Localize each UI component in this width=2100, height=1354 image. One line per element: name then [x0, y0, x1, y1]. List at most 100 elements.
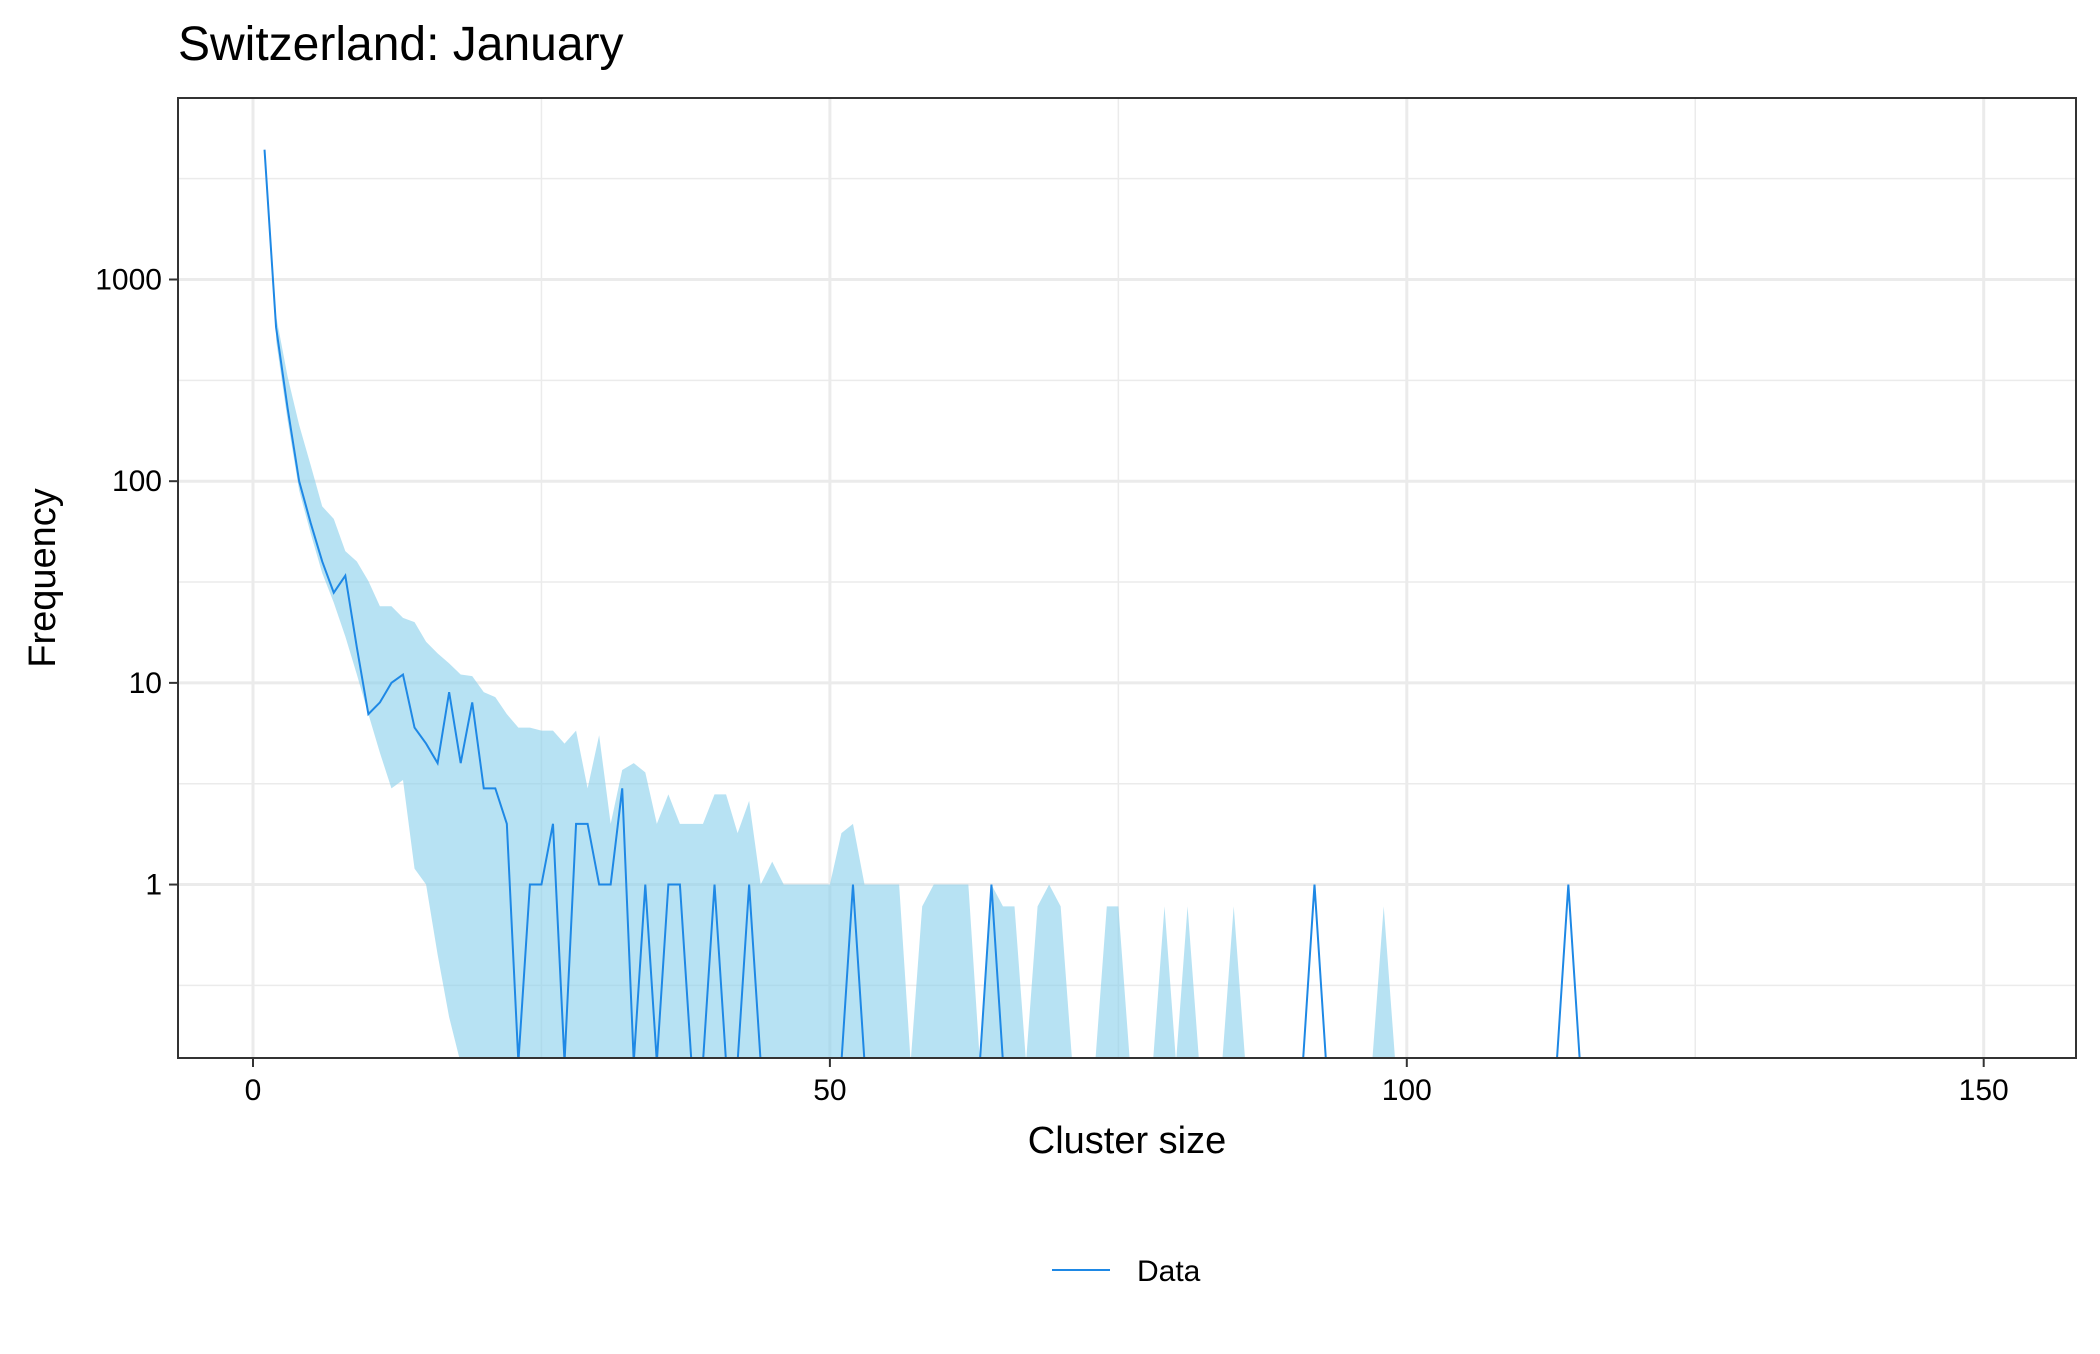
data-point — [817, 1061, 819, 1063]
data-point — [1590, 1061, 1592, 1063]
data-point — [690, 1061, 692, 1063]
data-point — [1187, 1061, 1189, 1063]
data-point — [575, 823, 577, 825]
legend: Data — [1052, 1255, 1201, 1288]
data-point — [517, 1061, 519, 1063]
data-point — [1221, 1061, 1223, 1063]
data-point — [1083, 1061, 1085, 1063]
x-axis-label: Cluster size — [1028, 1120, 1227, 1162]
data-point — [471, 701, 473, 703]
data-point — [402, 674, 404, 676]
data-point — [783, 1061, 785, 1063]
y-tick-label: 1 — [145, 869, 162, 902]
x-tick-label: 100 — [1382, 1074, 1432, 1107]
data-point — [598, 884, 600, 886]
data-point — [1106, 1061, 1108, 1063]
data-point — [1579, 1061, 1581, 1063]
data-point — [1071, 1061, 1073, 1063]
data-point — [1510, 1061, 1512, 1063]
data-point — [1290, 1061, 1292, 1063]
data-point — [1244, 1061, 1246, 1063]
data-point — [460, 762, 462, 764]
data-point — [1233, 1061, 1235, 1063]
data-point — [529, 884, 531, 886]
data-point — [344, 575, 346, 577]
data-point — [748, 884, 750, 886]
data-point — [564, 1061, 566, 1063]
data-point — [979, 1061, 981, 1063]
data-point — [1429, 1061, 1431, 1063]
data-point — [1037, 1061, 1039, 1063]
data-point — [390, 682, 392, 684]
data-point — [702, 1061, 704, 1063]
axis-layer: 0 50 100 150 1 10 100 1000 — [95, 264, 2008, 1107]
y-tick-label: 1000 — [95, 264, 162, 297]
data-point — [1475, 1061, 1477, 1063]
line-layer — [263, 149, 1592, 1063]
data-point — [356, 646, 358, 648]
data-point — [1394, 1061, 1396, 1063]
data-point — [275, 326, 277, 328]
data-point — [1256, 1061, 1258, 1063]
data-point — [1371, 1061, 1373, 1063]
data-point — [540, 884, 542, 886]
data-point — [644, 884, 646, 886]
data-point — [921, 1061, 923, 1063]
data-point — [1094, 1061, 1096, 1063]
data-point — [1383, 1061, 1385, 1063]
data-point — [840, 1061, 842, 1063]
data-point — [1556, 1061, 1558, 1063]
data-point — [1348, 1061, 1350, 1063]
data-point — [1060, 1061, 1062, 1063]
data-point — [1544, 1061, 1546, 1063]
data-point — [1152, 1061, 1154, 1063]
data-point — [944, 1061, 946, 1063]
data-point — [437, 762, 439, 764]
data-point — [990, 884, 992, 886]
data-point — [287, 407, 289, 409]
data-point — [552, 823, 554, 825]
data-point — [1198, 1061, 1200, 1063]
data-point — [864, 1061, 866, 1063]
data-point — [1129, 1061, 1131, 1063]
data-point — [1025, 1061, 1027, 1063]
grid-layer — [178, 98, 2076, 1058]
data-point — [367, 713, 369, 715]
data-point — [587, 823, 589, 825]
data-point — [1267, 1061, 1269, 1063]
data-point — [875, 1061, 877, 1063]
data-point — [1360, 1061, 1362, 1063]
data-point — [1164, 1061, 1166, 1063]
data-point — [679, 884, 681, 886]
data-point — [1440, 1061, 1442, 1063]
data-point — [1463, 1061, 1465, 1063]
data-point — [298, 480, 300, 482]
data-point — [898, 1061, 900, 1063]
data-point — [852, 884, 854, 886]
data-point — [1498, 1061, 1500, 1063]
band-layer — [276, 315, 1395, 1058]
y-axis-label: Frequency — [22, 488, 64, 668]
data-point — [794, 1061, 796, 1063]
data-point — [967, 1061, 969, 1063]
y-tick-label: 100 — [112, 465, 162, 498]
data-point — [760, 1061, 762, 1063]
x-tick-label: 50 — [813, 1074, 846, 1107]
data-point — [737, 1061, 739, 1063]
data-point — [610, 884, 612, 886]
data-point — [333, 592, 335, 594]
data-point — [264, 149, 266, 151]
data-point — [310, 522, 312, 524]
data-point — [714, 884, 716, 886]
data-point — [725, 1061, 727, 1063]
data-point — [633, 1061, 635, 1063]
data-point — [1302, 1061, 1304, 1063]
data-point — [1313, 884, 1315, 886]
data-point — [956, 1061, 958, 1063]
data-series-line — [263, 149, 1581, 1058]
data-point — [1533, 1061, 1535, 1063]
data-point — [1175, 1061, 1177, 1063]
data-point — [494, 787, 496, 789]
x-tick-label: 0 — [245, 1074, 262, 1107]
